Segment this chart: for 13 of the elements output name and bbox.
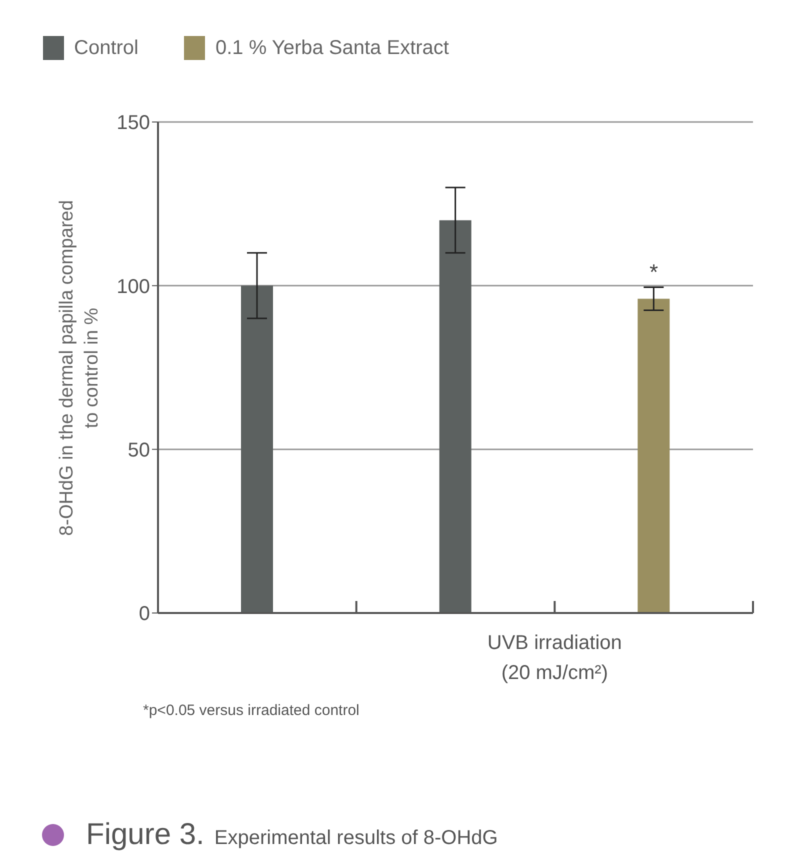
y-tick-label: 0 bbox=[138, 603, 150, 626]
legend-label: Control bbox=[74, 36, 138, 60]
bar bbox=[638, 298, 670, 613]
x-axis-title: UVB irradiation (20 mJ/cm²) bbox=[486, 631, 623, 686]
y-axis-title: 8-OHdG in the dermal papilla compared to control in % bbox=[55, 198, 103, 538]
y-tick-label: 150 bbox=[116, 112, 150, 134]
legend-label: 0.1 % Yerba Santa Extract bbox=[215, 36, 449, 60]
text: *p<0.05 versus irradiated control bbox=[143, 702, 360, 719]
annotation: * bbox=[650, 260, 659, 285]
text: Figure 3. bbox=[86, 818, 204, 852]
y-tick-label: 100 bbox=[116, 276, 150, 298]
y-tick-label: 50 bbox=[128, 439, 150, 462]
text: Experimental results of 8-OHdG bbox=[214, 827, 498, 850]
